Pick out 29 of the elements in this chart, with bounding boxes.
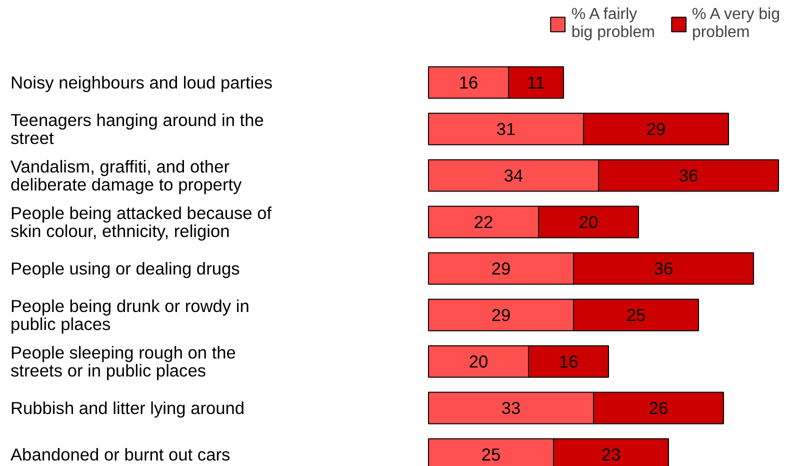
y-tick-label: People sleeping rough on the streets or in public places bbox=[10, 342, 236, 380]
legend-label: % A fairly big problem bbox=[571, 6, 655, 42]
y-tick-label: People being attacked because of skin colour, ethnicity, religion bbox=[10, 203, 272, 241]
y-tick-label: Rubbish and litter lying around bbox=[10, 398, 245, 418]
y-tick-label: People being drunk or rowdy in public places bbox=[10, 296, 250, 334]
data-label: 31 bbox=[496, 119, 516, 139]
y-tick-label: Abandoned or burnt out cars bbox=[10, 444, 230, 464]
data-label: 20 bbox=[468, 352, 488, 372]
y-tick-label: Teenagers hanging around in the street bbox=[10, 110, 264, 148]
data-label: 22 bbox=[474, 212, 494, 232]
data-label: 20 bbox=[578, 212, 598, 232]
data-label: 29 bbox=[491, 258, 511, 278]
y-tick-label: Noisy neighbours and loud parties bbox=[10, 72, 273, 92]
data-label: 36 bbox=[678, 166, 698, 186]
data-label: 23 bbox=[601, 444, 621, 464]
data-label: 34 bbox=[504, 166, 524, 186]
data-label: 29 bbox=[491, 305, 511, 325]
data-label: 25 bbox=[481, 444, 501, 464]
data-label: 36 bbox=[654, 258, 674, 278]
data-label: 25 bbox=[626, 305, 646, 325]
data-label: 29 bbox=[646, 119, 666, 139]
y-tick-label: Vandalism, graffiti, and other deliberate damage to property bbox=[10, 156, 242, 194]
data-label: 26 bbox=[648, 398, 668, 418]
data-label: 11 bbox=[527, 72, 546, 92]
y-tick-label: People using or dealing drugs bbox=[10, 258, 240, 278]
legend-label: % A very big problem bbox=[692, 6, 780, 42]
data-label: 16 bbox=[458, 72, 478, 92]
data-label: 33 bbox=[501, 398, 521, 418]
data-label: 16 bbox=[558, 352, 578, 372]
